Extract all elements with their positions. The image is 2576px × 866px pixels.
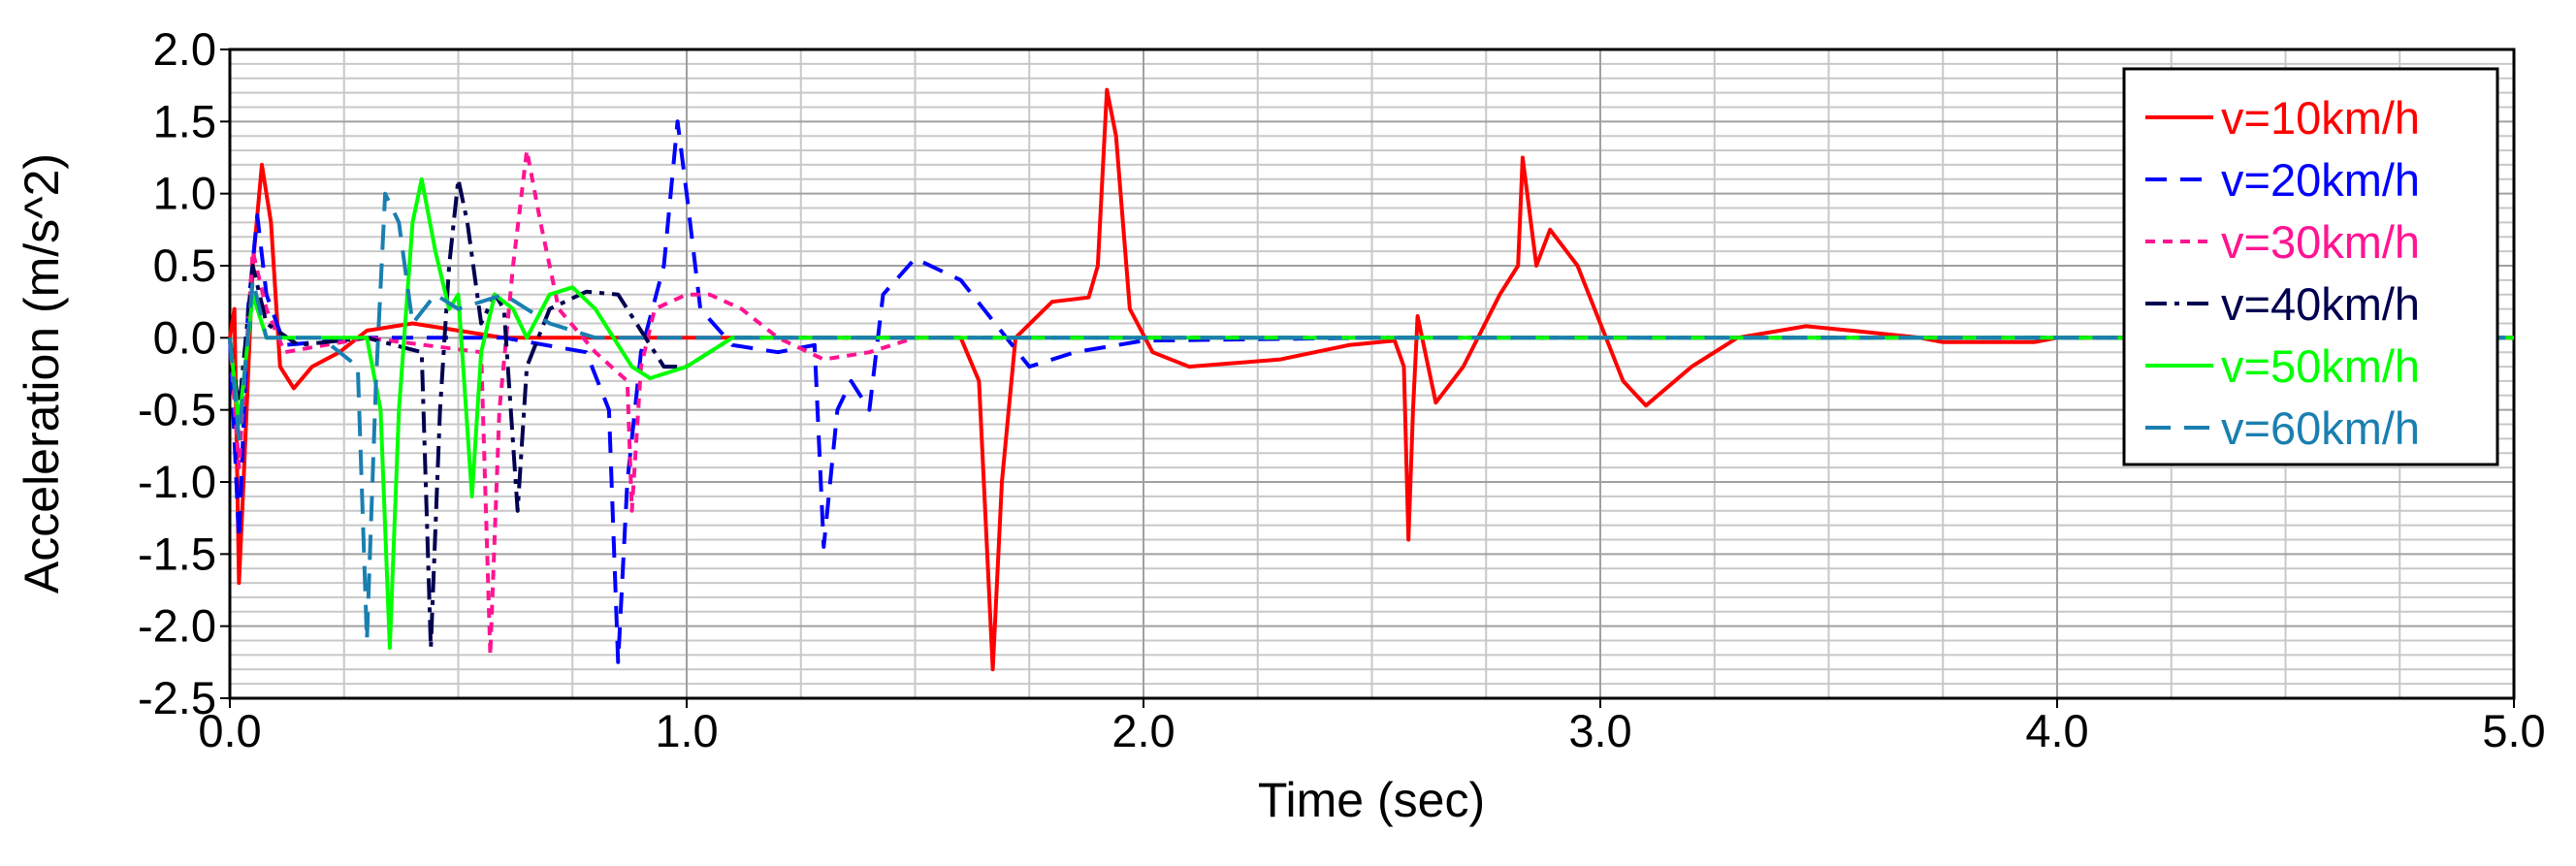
y-tick-label: -0.5 — [138, 384, 216, 435]
y-tick-label: 0.5 — [153, 240, 216, 291]
x-tick-label: 5.0 — [2482, 705, 2545, 756]
x-tick-label: 1.0 — [655, 705, 718, 756]
y-tick-label: -2.0 — [138, 600, 216, 652]
series-line — [228, 148, 2514, 658]
legend-label: v=30km/h — [2221, 216, 2420, 268]
series-line — [228, 119, 2514, 664]
x-tick-label: 4.0 — [2025, 705, 2088, 756]
legend-box — [2122, 67, 2499, 466]
legend-label: v=20km/h — [2221, 154, 2420, 206]
y-tick-label: 2.0 — [153, 23, 216, 75]
legend-label: v=50km/h — [2221, 340, 2420, 392]
x-axis-title: Time (sec) — [1258, 773, 1485, 827]
y-tick-label: 1.5 — [153, 95, 216, 146]
legend-label: v=40km/h — [2221, 278, 2420, 330]
y-tick-label: -2.5 — [138, 672, 216, 723]
y-tick-label: 1.0 — [153, 168, 216, 219]
series-line — [228, 87, 2514, 672]
legend-label: v=10km/h — [2221, 92, 2420, 144]
y-axis-title: Acceleration (m/s^2) — [15, 153, 69, 593]
y-tick-label: -1.0 — [138, 456, 216, 507]
y-tick-label: 0.0 — [153, 311, 216, 363]
series-line — [228, 176, 2514, 650]
legend: v=10km/h v=20km/h v=30km/h v=40km/h v=50km/h… — [2122, 67, 2499, 466]
series-line — [228, 191, 2514, 643]
x-tick-label: 0.0 — [198, 705, 261, 756]
series-line — [228, 176, 2514, 650]
x-tick-label: 3.0 — [1568, 705, 1631, 756]
x-tick-label: 2.0 — [1111, 705, 1175, 756]
legend-label: v=60km/h — [2221, 402, 2420, 454]
y-tick-label: -1.5 — [138, 528, 216, 579]
